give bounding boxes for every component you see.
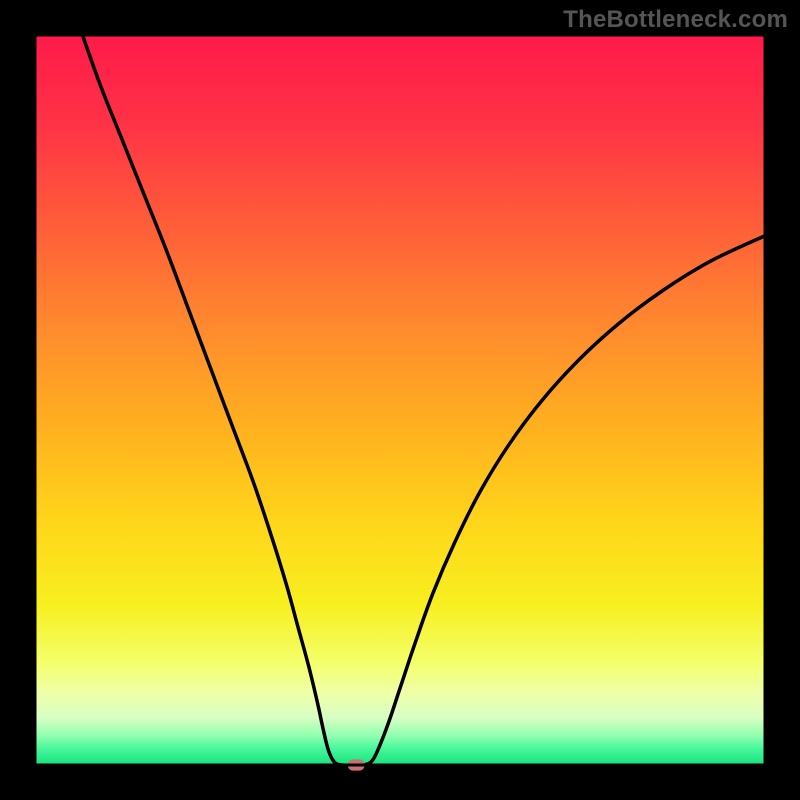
watermark-text: TheBottleneck.com [563,6,788,34]
bottleneck-chart [0,0,800,800]
plot-background [35,35,765,765]
chart-container: TheBottleneck.com [0,0,800,800]
